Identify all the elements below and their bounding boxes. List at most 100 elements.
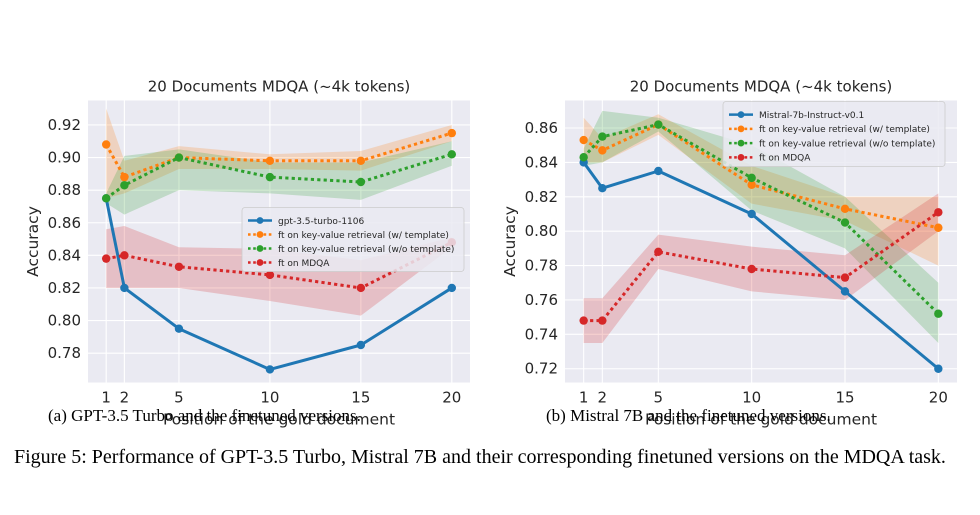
data-point [747, 264, 756, 274]
data-point [101, 194, 111, 203]
data-point [120, 283, 129, 293]
y-tick-label: 0.72 [525, 360, 558, 378]
x-tick-label: 20 [442, 389, 461, 407]
y-tick-label: 0.92 [48, 116, 81, 134]
legend-label: ft on key-value retrieval (w/o template) [759, 139, 935, 149]
legend-label: ft on MDQA [759, 154, 811, 164]
y-tick-label: 0.78 [525, 257, 558, 275]
data-point [174, 324, 184, 333]
legend: gpt-3.5-turbo-1106 ft on key-value retrie… [241, 207, 465, 272]
x-tick-label: 10 [742, 389, 761, 407]
subcaption-b: (b) Mistral 7B and the finetuned version… [546, 406, 831, 425]
data-point [447, 150, 457, 159]
legend-marker [737, 111, 745, 119]
confidence-band [583, 114, 939, 266]
data-point [654, 247, 663, 257]
legend: Mistral-7b-Instruct-v0.1 ft on key-value … [722, 101, 946, 167]
y-axis-label: Accuracy [24, 206, 42, 277]
data-point [654, 166, 663, 176]
x-tick-label: 15 [351, 389, 370, 407]
data-point [120, 172, 129, 182]
data-point [101, 254, 111, 263]
data-point [598, 132, 607, 141]
legend-label: gpt-3.5-turbo-1106 [278, 217, 365, 227]
data-point [747, 209, 756, 219]
legend-box [722, 101, 946, 167]
data-point [840, 204, 850, 214]
x-tick-label: 2 [598, 389, 608, 407]
data-point [356, 156, 366, 166]
legend-label: ft on key-value retrieval (w/ template) [278, 231, 449, 241]
y-tick-label: 0.74 [525, 325, 558, 343]
data-point [447, 283, 457, 293]
data-point [747, 173, 756, 183]
y-tick-label: 0.88 [48, 181, 81, 199]
data-point [934, 208, 943, 217]
confidence-band [583, 193, 939, 343]
legend-marker [256, 245, 264, 252]
legend-marker [737, 125, 745, 133]
y-tick-label: 0.84 [48, 246, 81, 264]
y-tick-label: 0.84 [525, 153, 558, 171]
x-tick-label: 1 [101, 389, 111, 407]
chart-a: 0.78 0.80 0.82 0.84 0.86 0.88 0.90 0.92 1 2 5 10 15 2… [24, 78, 470, 429]
subcaption-a: (a) GPT-3.5 Turbo and the finetuned vers… [48, 406, 361, 425]
legend-marker [256, 231, 264, 238]
data-point [265, 172, 275, 182]
x-axis-label: Position of the gold document [163, 411, 395, 429]
x-tick-label: 15 [835, 389, 854, 407]
chart-b: 0.72 0.74 0.76 0.78 0.80 0.82 0.84 0.86 1 2 5 10 15 2… [501, 78, 957, 429]
y-tick-label: 0.80 [525, 222, 558, 240]
series-line [104, 198, 453, 371]
y-tick-label: 0.86 [48, 214, 81, 232]
data-point [120, 251, 129, 260]
confidence-band [106, 108, 452, 199]
data-point [174, 262, 184, 271]
data-point [579, 316, 588, 325]
data-point [840, 287, 850, 296]
figure-caption: Figure 5: Performance of GPT-3.5 Turbo, … [14, 446, 946, 468]
legend-label: ft on MDQA [278, 259, 330, 269]
legend-label: Mistral-7b-Instruct-v0.1 [759, 111, 864, 121]
y-tick-label: 0.86 [525, 119, 558, 137]
data-point [174, 153, 184, 162]
x-tick-label: 20 [929, 389, 948, 407]
data-point [598, 183, 607, 193]
y-axis-label: Accuracy [501, 206, 519, 277]
legend-marker [256, 259, 264, 266]
x-tick-label: 10 [260, 389, 279, 407]
x-tick-label: 1 [579, 389, 589, 407]
data-point [934, 309, 943, 318]
series-line [104, 131, 453, 179]
data-point [447, 128, 457, 138]
legend-box [241, 207, 465, 272]
x-tick-label: 2 [120, 389, 130, 407]
x-axis-label: Position of the gold document [645, 411, 877, 429]
data-point [265, 270, 275, 280]
chart-title: 20 Documents MDQA (~4k tokens) [630, 78, 893, 96]
x-tick-label: 5 [654, 389, 664, 407]
data-point [579, 153, 588, 162]
data-point [654, 120, 663, 129]
chart-title: 20 Documents MDQA (~4k tokens) [148, 78, 411, 96]
y-tick-label: 0.80 [48, 312, 81, 330]
legend-label: ft on key-value retrieval (w/o template) [278, 245, 454, 255]
data-point [840, 273, 850, 282]
y-tick-label: 0.76 [525, 291, 558, 309]
y-tick-label: 0.82 [48, 279, 81, 297]
data-point [598, 146, 607, 155]
series-line [582, 161, 940, 370]
series-line [105, 152, 453, 200]
data-point [598, 316, 607, 325]
x-tick-label: 5 [174, 389, 184, 407]
data-point [101, 140, 111, 149]
y-tick-label: 0.78 [48, 344, 81, 362]
y-tick-label: 0.82 [525, 188, 558, 206]
data-point [579, 135, 588, 145]
y-tick-label: 0.90 [48, 149, 81, 167]
data-point [934, 364, 943, 373]
data-point [265, 365, 275, 374]
legend-marker [737, 153, 745, 161]
data-point [356, 177, 366, 187]
